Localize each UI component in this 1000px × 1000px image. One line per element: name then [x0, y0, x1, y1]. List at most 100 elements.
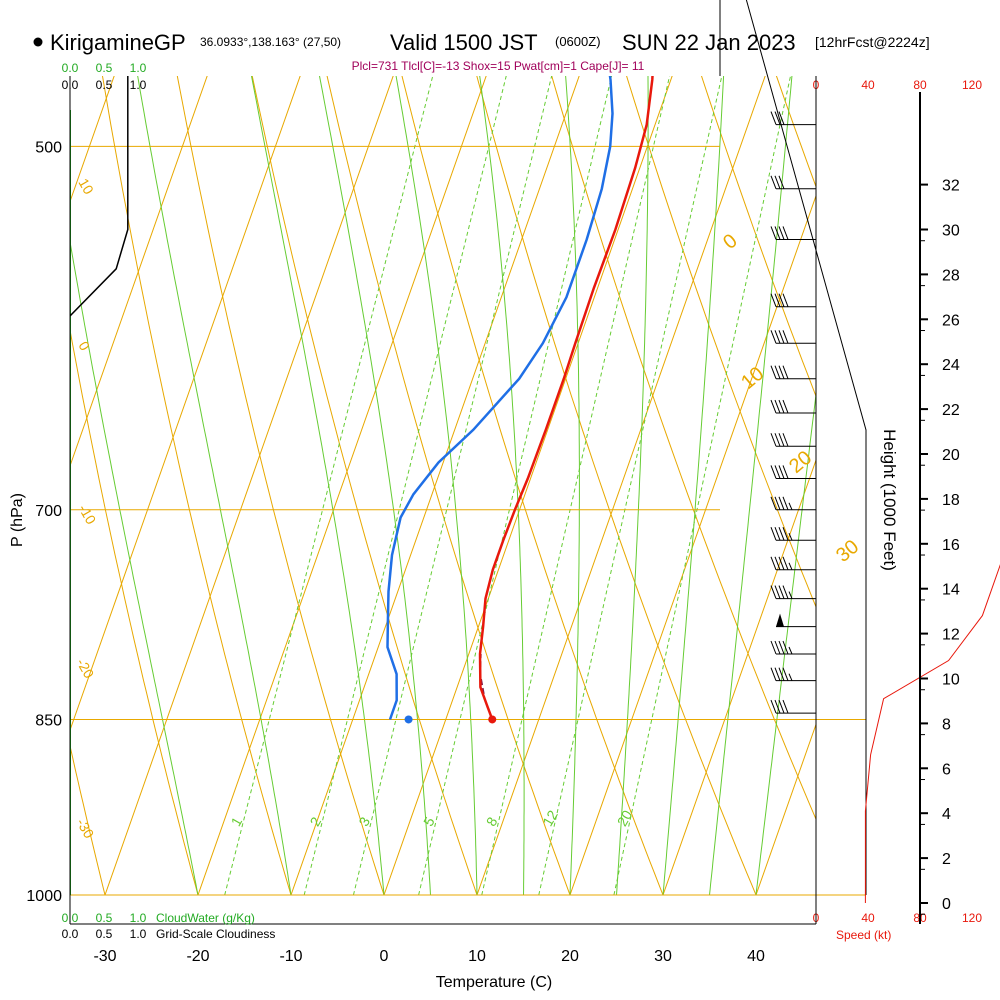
- wind-barb-flag: [774, 699, 781, 714]
- wind-barb-flag: [774, 330, 781, 344]
- wind-barb-flag: [782, 527, 789, 541]
- x-tick-label: 20: [561, 948, 579, 965]
- x-tick-label: 10: [468, 948, 486, 965]
- wind-barb: [770, 699, 816, 714]
- wind-barb-flag: [782, 293, 789, 307]
- wind-barb-half-flag: [788, 673, 793, 681]
- wind-barb-flag: [778, 667, 785, 681]
- wind-barb-flag: [774, 293, 781, 307]
- wind-barb-flag: [774, 585, 781, 599]
- cloudwater-top-tick: 1.0: [130, 61, 147, 75]
- dry-adiabat-line: [700, 76, 816, 398]
- wind-barb-half-flag: [788, 646, 793, 655]
- height-tick-label: 12: [942, 627, 960, 644]
- mixing-ratio-label: 3: [355, 814, 373, 829]
- cloudiness-bottom-tick: 0.5: [96, 927, 113, 941]
- height-tick-label: 32: [942, 178, 960, 195]
- wind-barb-flag: [778, 226, 785, 240]
- wind-barb-flag: [778, 175, 785, 189]
- wind-barb-flag: [770, 640, 777, 655]
- forecast-info: [12hrFcst@2224z]: [815, 34, 930, 50]
- speed-bottom-tick: 120: [962, 911, 982, 925]
- x-tick-label: 0: [380, 948, 389, 965]
- wind-barb-flag: [774, 175, 781, 189]
- height-tick-label: 26: [942, 312, 960, 329]
- dry-adiabat-line: [0, 0, 12, 895]
- wind-barb: [770, 330, 816, 344]
- isotherm-line: [197, 76, 487, 895]
- wind-barb-flag: [770, 556, 777, 570]
- wind-barb-flag: [774, 527, 781, 541]
- moist-adiabat-line: [137, 76, 292, 895]
- wind-barb-flag: [770, 496, 777, 510]
- height-tick-label: 2: [942, 851, 951, 868]
- wind-barb-flag: [778, 330, 785, 344]
- wind-barb-flag: [778, 399, 785, 414]
- isotherm-line: [755, 722, 816, 895]
- height-tick-label: 8: [942, 716, 951, 733]
- dry-adiabat-line: [70, 327, 199, 895]
- wind-barb-flag: [774, 556, 781, 570]
- wind-barb-flag: [770, 527, 777, 541]
- wind-barb-flag: [770, 399, 777, 414]
- x-tick-label: -10: [279, 948, 302, 965]
- height-tick-label: 24: [942, 357, 960, 374]
- moist-adiabat-line: [565, 76, 580, 895]
- isotherm-label: 30: [832, 536, 863, 567]
- cloudiness-bottom-tick: 1.0: [130, 927, 147, 941]
- wind-barb-flag: [774, 667, 781, 681]
- station-name: KirigamineGP: [50, 30, 186, 55]
- height-tick-label: 14: [942, 582, 960, 599]
- mixing-ratio-label: 20: [614, 807, 636, 829]
- sounding-parameters: Plcl=731 Tlcl[C]=-13 Shox=15 Pwat[cm]=1 …: [352, 59, 645, 73]
- moist-adiabat-line: [70, 238, 199, 895]
- wind-barb-flag: [782, 640, 789, 655]
- wind-barb-flag: [774, 365, 781, 379]
- wind-barb-flag: [778, 465, 785, 479]
- isotherm-line: [662, 458, 816, 895]
- wind-barb-half-flag: [788, 562, 793, 571]
- x-tick-label: 40: [747, 948, 765, 965]
- temperature-profile: [478, 76, 654, 720]
- wind-barb-flag: [770, 465, 777, 479]
- wind-barb: [770, 175, 816, 190]
- wind-barb-flag: [774, 433, 781, 447]
- pressure-tick-label: 700: [35, 503, 62, 520]
- cloudwater-top-tick: 0.0: [62, 61, 79, 75]
- height-tick-label: 6: [942, 761, 951, 778]
- isotherm-line: [70, 76, 301, 732]
- isotherm-label: 0: [75, 339, 93, 354]
- cloudwater-axis-label: CloudWater (g/Kg): [156, 911, 255, 925]
- x-tick-label: 30: [654, 948, 672, 965]
- wind-barb-flag: [770, 293, 777, 307]
- isotherm-line: [70, 76, 208, 468]
- wind-barb-flag: [782, 699, 789, 714]
- isotherm-line: [104, 76, 394, 895]
- moist-adiabat-line: [251, 76, 385, 895]
- dry-adiabat-line: [401, 76, 664, 895]
- wind-barb-flag: [770, 433, 777, 447]
- surface-temperature-point: [488, 715, 497, 724]
- wind-barb-flag: [770, 365, 777, 379]
- wind-barb-flag: [774, 226, 781, 240]
- pressure-tick-label: 1000: [26, 888, 62, 905]
- speed-bottom-tick: 40: [861, 911, 875, 925]
- wind-barb-flag: [778, 585, 785, 599]
- surface-dewpoint-point: [404, 715, 413, 724]
- dry-adiabat-line: [551, 76, 816, 821]
- wind-barb-flag: [774, 496, 781, 510]
- cloudiness-bottom-tick: 0.0: [62, 927, 79, 941]
- mixing-ratio-label: 1: [228, 814, 246, 829]
- moist-adiabat-line: [709, 76, 793, 895]
- isotherm-label: 10: [75, 176, 97, 198]
- dry-adiabat-line: [626, 76, 816, 609]
- mixing-ratio-label: 12: [539, 807, 561, 829]
- moist-adiabat-line: [616, 76, 649, 895]
- wind-barb-flag: [778, 496, 785, 510]
- mixing-ratio-label: 5: [420, 814, 438, 829]
- mixing-ratio-label: 2: [306, 814, 324, 829]
- dry-adiabat-line: [476, 76, 757, 895]
- mixing-ratio-line: [303, 76, 507, 895]
- wind-barb-flag: [778, 433, 785, 447]
